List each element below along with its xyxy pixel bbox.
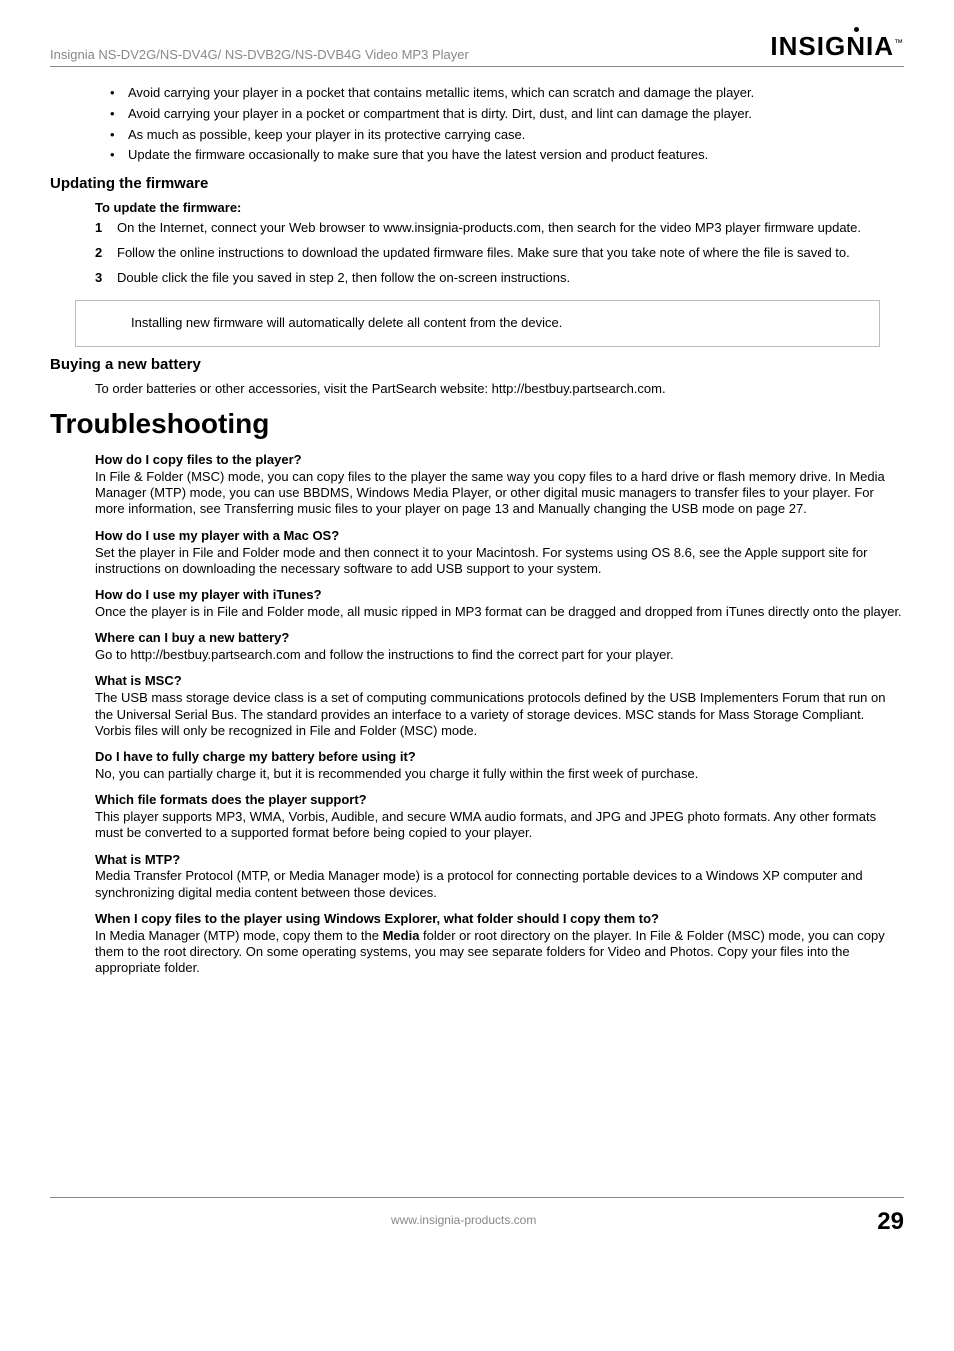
note-box: Installing new firmware will automatical… bbox=[75, 300, 880, 347]
firmware-heading: Updating the firmware bbox=[50, 174, 904, 194]
firmware-step: Double click the file you saved in step … bbox=[95, 270, 904, 287]
faq-list: How do I copy files to the player? In Fi… bbox=[50, 452, 904, 977]
faq-answer: Media Transfer Protocol (MTP, or Media M… bbox=[95, 868, 904, 901]
faq-question: When I copy files to the player using Wi… bbox=[95, 911, 904, 928]
faq-question: How do I use my player with iTunes? bbox=[95, 587, 904, 604]
firmware-step: Follow the online instructions to downlo… bbox=[95, 245, 904, 262]
faq-answer: Go to http://bestbuy.partsearch.com and … bbox=[95, 647, 904, 663]
trademark-symbol: ™ bbox=[894, 37, 904, 47]
battery-heading: Buying a new battery bbox=[50, 355, 904, 375]
faq-answer-pre: In Media Manager (MTP) mode, copy them t… bbox=[95, 928, 383, 943]
footer-url: www.insignia-products.com bbox=[391, 1213, 536, 1229]
intro-bullet: As much as possible, keep your player in… bbox=[110, 127, 904, 144]
battery-body: To order batteries or other accessories,… bbox=[95, 381, 904, 398]
faq-answer: No, you can partially charge it, but it … bbox=[95, 766, 904, 782]
faq-answer: In File & Folder (MSC) mode, you can cop… bbox=[95, 469, 904, 518]
faq-question: What is MTP? bbox=[95, 852, 904, 869]
firmware-step: On the Internet, connect your Web browse… bbox=[95, 220, 904, 237]
page-number: 29 bbox=[877, 1206, 904, 1237]
faq-question: Do I have to fully charge my battery bef… bbox=[95, 749, 904, 766]
faq-answer: In Media Manager (MTP) mode, copy them t… bbox=[95, 928, 904, 977]
faq-answer-bold: Media bbox=[383, 928, 420, 943]
brand-logo: INSIGNIA™ bbox=[770, 30, 904, 64]
brand-text: INSIGNIA bbox=[770, 31, 894, 61]
product-line-text: Insignia NS-DV2G/NS-DV4G/ NS-DVB2G/NS-DV… bbox=[50, 47, 469, 64]
faq-question: Where can I buy a new battery? bbox=[95, 630, 904, 647]
firmware-steps: On the Internet, connect your Web browse… bbox=[95, 220, 904, 287]
page-header: Insignia NS-DV2G/NS-DV4G/ NS-DVB2G/NS-DV… bbox=[50, 30, 904, 67]
page-footer: www.insignia-products.com 29 bbox=[50, 1197, 904, 1237]
intro-bullet-list: Avoid carrying your player in a pocket t… bbox=[110, 85, 904, 165]
intro-bullet: Avoid carrying your player in a pocket o… bbox=[110, 106, 904, 123]
note-text: Installing new firmware will automatical… bbox=[131, 315, 562, 330]
intro-bullet: Update the firmware occasionally to make… bbox=[110, 147, 904, 164]
faq-question: How do I use my player with a Mac OS? bbox=[95, 528, 904, 545]
faq-answer: This player supports MP3, WMA, Vorbis, A… bbox=[95, 809, 904, 842]
faq-question: How do I copy files to the player? bbox=[95, 452, 904, 469]
faq-question: Which file formats does the player suppo… bbox=[95, 792, 904, 809]
faq-answer: The USB mass storage device class is a s… bbox=[95, 690, 904, 739]
firmware-subheading: To update the firmware: bbox=[95, 200, 904, 217]
faq-answer: Once the player is in File and Folder mo… bbox=[95, 604, 904, 620]
faq-question: What is MSC? bbox=[95, 673, 904, 690]
troubleshooting-heading: Troubleshooting bbox=[50, 406, 904, 442]
whitespace-filler bbox=[50, 977, 904, 1187]
intro-bullet: Avoid carrying your player in a pocket t… bbox=[110, 85, 904, 102]
faq-answer: Set the player in File and Folder mode a… bbox=[95, 545, 904, 578]
